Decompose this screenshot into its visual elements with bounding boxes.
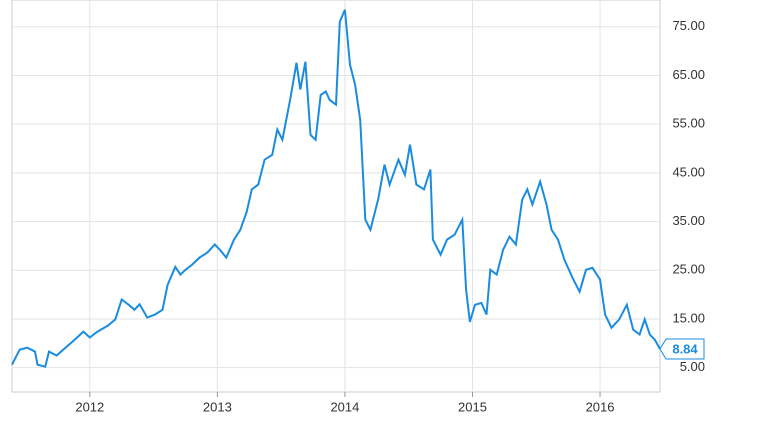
last-value-label: 8.84 bbox=[672, 341, 698, 356]
last-value-box bbox=[659, 338, 705, 360]
y-tick-label: 25.00 bbox=[672, 262, 705, 277]
x-tick-label: 2014 bbox=[330, 399, 359, 414]
price-line bbox=[11, 9, 661, 368]
x-tick-label: 2016 bbox=[586, 399, 615, 414]
x-tick-label: 2015 bbox=[458, 399, 487, 414]
y-tick-label: 5.00 bbox=[680, 359, 705, 374]
plot-area bbox=[11, 0, 661, 393]
x-tick-label: 2012 bbox=[75, 399, 104, 414]
y-tick-label: 15.00 bbox=[672, 310, 705, 325]
y-tick-label: 35.00 bbox=[672, 213, 705, 228]
y-tick-label: 45.00 bbox=[672, 164, 705, 179]
y-tick-label: 75.00 bbox=[672, 18, 705, 33]
y-tick-label: 65.00 bbox=[672, 67, 705, 82]
x-tick-label: 2013 bbox=[203, 399, 232, 414]
y-tick-label: 55.00 bbox=[672, 116, 705, 131]
